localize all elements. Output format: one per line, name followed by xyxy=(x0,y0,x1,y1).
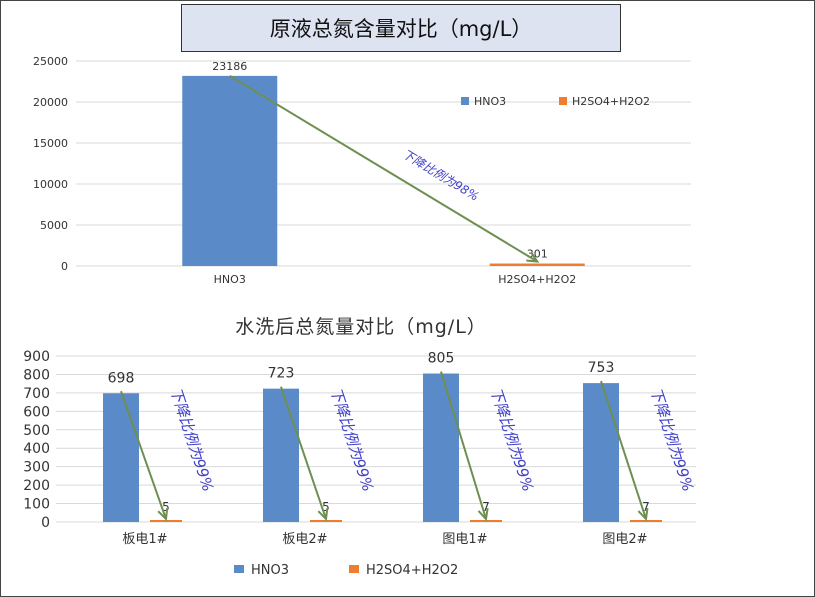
decline-arrow xyxy=(229,75,538,263)
x-tick-label: HNO3 xyxy=(214,273,246,286)
bar-h2so4 xyxy=(470,520,502,522)
y-tick-label: 20000 xyxy=(33,96,68,109)
chart1-title: 原液总氮含量对比（mg/L） xyxy=(181,4,621,52)
y-tick-label: 5000 xyxy=(40,219,68,232)
data-label-h2so4: 5 xyxy=(322,500,330,514)
bar-h2so4 xyxy=(630,520,662,522)
y-tick-label: 300 xyxy=(23,460,50,476)
y-tick-label: 15000 xyxy=(33,137,68,150)
y-tick-label: 700 xyxy=(23,386,50,402)
legend-swatch-h2so4 xyxy=(349,565,359,573)
decline-arrowhead xyxy=(477,507,489,522)
decline-arrow xyxy=(280,386,327,520)
bar-hno3 xyxy=(182,75,278,266)
legend-swatch-hno3 xyxy=(461,97,469,105)
decline-arrow xyxy=(600,380,647,520)
y-tick-label: 800 xyxy=(23,367,50,383)
x-tick-label: 图电2# xyxy=(602,532,647,547)
bar-h2so4 xyxy=(310,520,342,522)
decline-note: 下降比例为99% xyxy=(166,385,217,494)
y-tick-label: 0 xyxy=(41,515,50,531)
data-label-h2so4: 7 xyxy=(482,500,490,514)
bar-hno3 xyxy=(263,388,299,522)
data-label-hno3: 753 xyxy=(588,360,615,376)
y-tick-label: 900 xyxy=(23,349,50,365)
y-tick-label: 25000 xyxy=(33,55,68,68)
y-tick-label: 600 xyxy=(23,404,50,420)
decline-note: 下降比例为99% xyxy=(486,385,537,494)
decline-arrow xyxy=(120,390,167,520)
legend-label-hno3: HNO3 xyxy=(474,95,506,108)
data-label-hno3: 698 xyxy=(108,370,135,386)
data-label: 23186 xyxy=(212,60,247,73)
y-tick-label: 100 xyxy=(23,497,50,513)
decline-arrowhead xyxy=(317,507,329,522)
legend-label-h2so4: H2SO4+H2O2 xyxy=(572,95,650,108)
x-tick-label: H2SO4+H2O2 xyxy=(498,273,576,286)
legend-label-h2so4: H2SO4+H2O2 xyxy=(366,563,458,578)
bar-h2so4 xyxy=(489,263,585,266)
bar-hno3 xyxy=(583,383,619,522)
data-label-h2so4: 7 xyxy=(642,500,650,514)
bar-hno3 xyxy=(423,373,459,522)
y-tick-label: 500 xyxy=(23,423,50,439)
decline-arrowhead xyxy=(637,507,649,522)
y-tick-label: 200 xyxy=(23,478,50,494)
legend-swatch-hno3 xyxy=(234,565,244,573)
data-label-h2so4: 5 xyxy=(162,500,170,514)
x-tick-label: 图电1# xyxy=(442,532,487,547)
legend-swatch-h2so4 xyxy=(559,97,567,105)
legend-label-hno3: HNO3 xyxy=(251,563,289,578)
chart1: 250002000015000100005000023186HNO3301H2S… xyxy=(33,55,691,286)
decline-note: 下降比例为99% xyxy=(646,385,697,494)
y-tick-label: 400 xyxy=(23,441,50,457)
data-label-hno3: 723 xyxy=(268,366,295,382)
data-label-hno3: 805 xyxy=(428,351,455,367)
bar-hno3 xyxy=(103,393,139,522)
decline-arrowhead xyxy=(526,251,540,263)
y-tick-label: 10000 xyxy=(33,178,68,191)
x-tick-label: 板电1# xyxy=(122,532,167,547)
y-tick-label: 0 xyxy=(61,260,68,273)
x-tick-label: 板电2# xyxy=(282,532,327,547)
decline-note: 下降比例为99% xyxy=(326,385,377,494)
decline-arrowhead xyxy=(157,507,169,522)
decline-arrow xyxy=(440,371,487,520)
chart2-title: 水洗后总氮量对比（mg/L） xyxy=(235,316,487,338)
bar-h2so4 xyxy=(150,520,182,522)
